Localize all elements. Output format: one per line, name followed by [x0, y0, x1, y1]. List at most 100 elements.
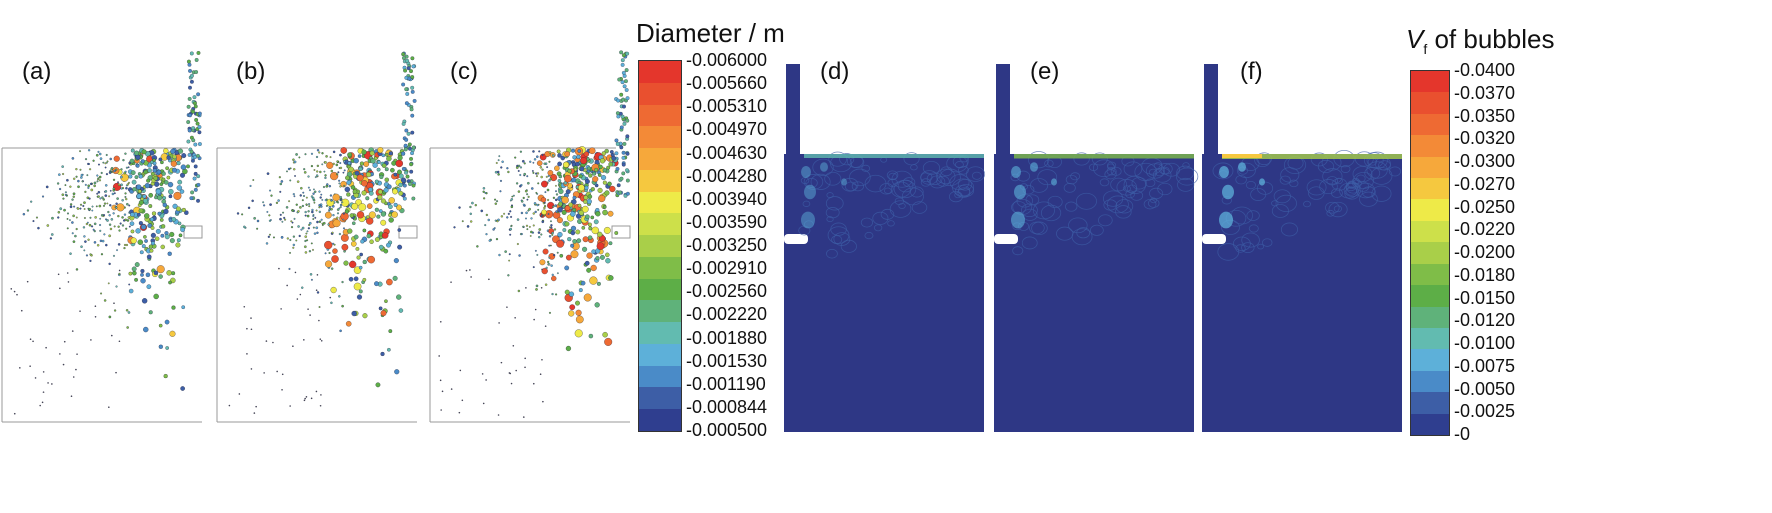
- bubble: [140, 186, 145, 191]
- bubble: [266, 210, 269, 213]
- bubble: [604, 190, 610, 196]
- bubble: [588, 226, 593, 231]
- bubble: [348, 166, 354, 172]
- bubble: [130, 237, 137, 244]
- bubble: [440, 409, 442, 411]
- bubble: [584, 185, 589, 190]
- contour-ring: [1115, 205, 1132, 219]
- high-vf-spot: [804, 184, 816, 200]
- bubble: [39, 404, 41, 407]
- bubble: [624, 88, 629, 92]
- bubble: [353, 282, 362, 291]
- contour-ring: [971, 171, 982, 180]
- bubble: [310, 397, 313, 400]
- bubble: [113, 309, 117, 312]
- bubble: [303, 399, 306, 402]
- bubble: [393, 172, 398, 177]
- bubble: [625, 51, 630, 56]
- bubble: [362, 228, 367, 233]
- bubble: [152, 161, 157, 166]
- bubble: [134, 150, 140, 156]
- bubble: [551, 275, 557, 282]
- bubble: [143, 169, 148, 175]
- bubble: [249, 184, 252, 187]
- bubble: [128, 181, 130, 184]
- bubble: [140, 159, 145, 164]
- bubble: [85, 158, 88, 161]
- bubble: [169, 330, 176, 337]
- bubble: [532, 171, 535, 174]
- bubble: [541, 220, 545, 224]
- bubble: [193, 104, 198, 109]
- high-vf-spot: [1014, 184, 1026, 200]
- bubble: [531, 170, 534, 172]
- bubble: [551, 292, 554, 296]
- bubble: [96, 174, 99, 177]
- bubble: [377, 194, 383, 200]
- bubble: [469, 220, 473, 223]
- bubble: [306, 214, 310, 218]
- vf-colorbar-tick-label: -0.0120: [1454, 310, 1516, 331]
- vf-colorbar-title: Vf of bubbles: [1406, 24, 1554, 57]
- bubble: [470, 276, 472, 278]
- bubble: [401, 82, 406, 87]
- diameter-colorbar-swatch: [639, 82, 681, 105]
- bubble: [588, 333, 594, 339]
- bubble: [169, 231, 175, 238]
- bubble: [171, 217, 177, 222]
- bubble: [508, 259, 511, 262]
- bubble: [575, 300, 580, 306]
- bubble: [337, 212, 340, 215]
- bubble: [565, 189, 571, 195]
- bubble: [295, 239, 298, 242]
- bubble: [30, 200, 33, 203]
- bubble: [488, 239, 491, 242]
- bubble: [410, 89, 415, 94]
- bubble: [301, 286, 304, 289]
- bubble: [180, 164, 187, 170]
- bubble: [186, 139, 191, 144]
- bubble: [564, 289, 570, 295]
- contour-ring: [1289, 179, 1299, 188]
- bubble: [80, 173, 84, 177]
- bubble: [331, 255, 339, 263]
- contour-ring: [1056, 226, 1074, 241]
- bubble: [496, 200, 499, 203]
- bubble: [194, 118, 199, 122]
- bubble: [532, 150, 535, 153]
- bubble: [343, 227, 345, 230]
- bubble: [556, 239, 565, 248]
- bubble: [189, 79, 194, 84]
- bubble: [304, 251, 308, 254]
- bubble: [557, 179, 562, 183]
- bubble: [130, 229, 135, 234]
- bubble: [332, 219, 341, 228]
- bubble: [519, 166, 523, 169]
- bubble: [450, 281, 452, 283]
- bubble: [294, 175, 296, 177]
- bubble: [525, 217, 527, 220]
- bubble: [564, 174, 572, 183]
- bubble: [99, 224, 102, 227]
- bubble: [101, 196, 104, 199]
- bubble: [384, 153, 389, 157]
- contour-ring: [1029, 221, 1045, 235]
- bubble: [104, 190, 108, 193]
- bubble: [255, 405, 257, 408]
- bubble: [602, 209, 608, 216]
- bubble: [321, 224, 324, 226]
- bubble: [299, 194, 302, 197]
- contour-ring: [957, 178, 973, 191]
- bubble: [126, 183, 130, 186]
- bubble: [188, 85, 192, 90]
- bubble: [393, 258, 399, 264]
- bubble: [570, 211, 576, 217]
- bubble: [278, 267, 280, 270]
- bubble: [353, 234, 359, 240]
- diameter-colorbar-swatch: [639, 235, 681, 258]
- bubble: [91, 225, 94, 228]
- bubble: [51, 383, 53, 385]
- bubble: [339, 166, 343, 170]
- bubble: [466, 225, 470, 228]
- bubble: [83, 208, 86, 210]
